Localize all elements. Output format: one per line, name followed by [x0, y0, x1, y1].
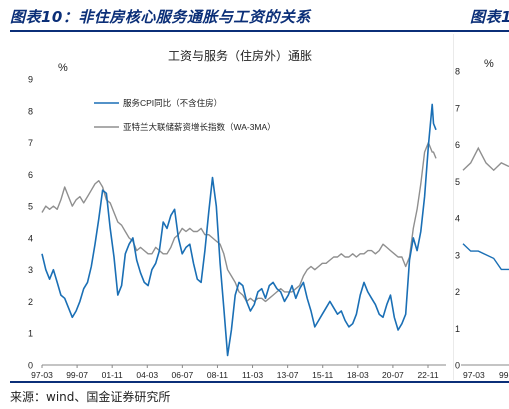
legend-label-wage-tracker: 亚特兰大联储薪资增长指数（WA-3MA） — [123, 122, 276, 132]
y-tick-label: 7 — [28, 138, 33, 148]
x-tick-label: 06-07 — [171, 370, 193, 380]
series-lines — [41, 103, 437, 357]
x-tick-label: 08-11 — [207, 370, 228, 380]
cropped-chart: % 0 1 2 3 4 5 6 7 8 97-03 99-0 — [452, 34, 509, 380]
y-tick-labels: 0 1 2 3 4 5 6 7 8 9 — [28, 75, 33, 371]
x-tick-label: 15-11 — [312, 370, 333, 380]
cropped-y-tick-label: 2 — [455, 287, 460, 297]
series-line-service-cpi — [41, 103, 437, 357]
legend-label-service-cpi: 服务CPI同比（不含住房） — [123, 98, 222, 108]
y-tick-label: 9 — [28, 75, 33, 85]
y-tick-label: 3 — [28, 265, 33, 275]
x-tick-label: 13-07 — [277, 370, 299, 380]
cropped-y-tick-labels: 0 1 2 3 4 5 6 7 8 — [455, 67, 460, 371]
source-rule — [10, 381, 509, 383]
cropped-x-tick-label: 99-0 — [499, 370, 509, 380]
cropped-y-tick-label: 3 — [455, 250, 460, 260]
y-tick-label: 4 — [28, 233, 33, 243]
y-tick-label: 6 — [28, 170, 33, 180]
cropped-y-axis-unit: % — [484, 58, 494, 70]
cropped-y-tick-label: 5 — [455, 177, 460, 187]
next-figure-title: 图表1 — [470, 8, 509, 26]
x-tick-label: 01-11 — [102, 370, 123, 380]
cropped-series-line-gray — [462, 146, 509, 172]
x-tick-label: 97-03 — [31, 370, 53, 380]
chart-panel-main: 工资与服务（住房外）通胀 % 0 1 2 3 4 5 6 7 8 9 97-03 99-07 01-1… — [10, 34, 446, 384]
y-tick-label: 2 — [28, 297, 33, 307]
cropped-series-line-blue — [462, 243, 509, 271]
main-chart: 工资与服务（住房外）通胀 % 0 1 2 3 4 5 6 7 8 9 97-03 99-07 01-1… — [28, 48, 446, 380]
x-tick-labels: 97-03 99-07 01-11 04-03 06-07 08-11 11-03 13-07… — [31, 365, 439, 380]
x-tick-label: 22-11 — [417, 370, 438, 380]
x-tick-label: 99-07 — [66, 370, 88, 380]
x-tick-label: 04-03 — [136, 370, 158, 380]
cropped-y-tick-label: 0 — [455, 361, 460, 371]
cropped-y-tick-label: 4 — [455, 214, 460, 224]
chart-panel-cropped: % 0 1 2 3 4 5 6 7 8 97-03 99-0 — [452, 34, 509, 384]
figure-title: 图表10：非住房核心服务通胀与工资的关系 — [10, 8, 311, 26]
title-rule — [10, 30, 509, 32]
x-tick-label: 11-03 — [242, 370, 263, 380]
y-tick-label: 0 — [28, 361, 33, 371]
cropped-y-tick-label: 7 — [455, 103, 460, 113]
x-tick-label: 18-03 — [347, 370, 369, 380]
legend: 服务CPI同比（不含住房） 亚特兰大联储薪资增长指数（WA-3MA） — [94, 98, 276, 132]
cropped-series-lines — [462, 146, 509, 271]
cropped-y-tick-label: 1 — [455, 324, 460, 334]
cropped-x-tick-label: 97-03 — [463, 370, 485, 380]
cropped-x-tick-labels: 97-03 99-0 — [463, 370, 509, 380]
series-line-wage-tracker — [41, 141, 437, 303]
y-tick-label: 5 — [28, 202, 33, 212]
y-tick-label: 1 — [28, 329, 33, 339]
source-note: 来源：wind、国金证券研究所 — [10, 390, 171, 404]
cropped-y-tick-label: 8 — [455, 67, 460, 77]
chart-title: 工资与服务（住房外）通胀 — [168, 48, 312, 63]
cropped-y-tick-label: 6 — [455, 140, 460, 150]
x-tick-label: 20-07 — [382, 370, 404, 380]
y-tick-label: 8 — [28, 106, 33, 116]
y-axis-unit: % — [58, 62, 68, 74]
